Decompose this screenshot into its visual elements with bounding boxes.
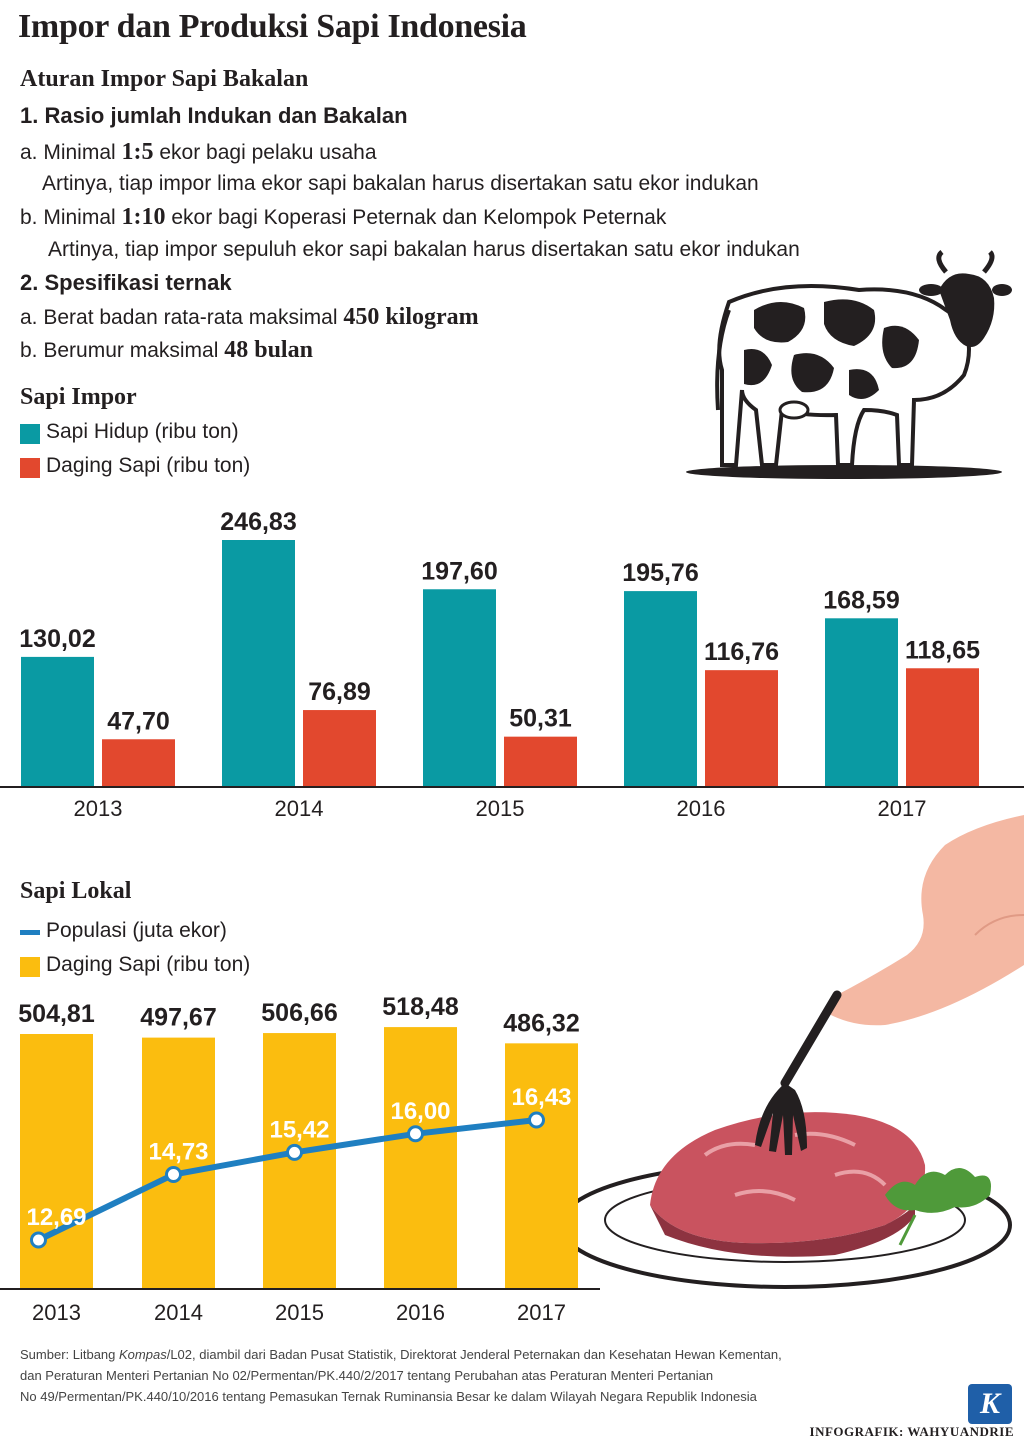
rule-2b-age: 48 bulan <box>224 337 313 363</box>
page-title: Impor dan Produksi Sapi Indonesia <box>18 8 527 45</box>
lokal-chart: 504,81 2013 497,67 2014 506,66 2015 518,48 2016… <box>0 993 600 1325</box>
source-line-2: dan Peraturan Menteri Pertanian No 02/Pe… <box>20 1368 714 1383</box>
lokal-bar-daging-2016 <box>384 1027 457 1289</box>
rule-1b-note: Artinya, tiap impor sepuluh ekor sapi ba… <box>48 238 800 261</box>
legend-swatch-daging-lokal <box>20 957 40 977</box>
rule-2a-weight: 450 kilogram <box>343 304 479 330</box>
impor-label-sapi-hidup-2014: 246,83 <box>220 508 296 536</box>
rule-1b-post: ekor bagi Koperasi Peternak dan Kelompok… <box>165 206 667 229</box>
lokal-year-2014: 2014 <box>154 1300 203 1325</box>
impor-year-2017: 2017 <box>878 796 927 821</box>
legend-swatch-populasi <box>20 930 40 935</box>
impor-chart: 130,02 47,70 2013 246,83 76,89 2014 197,60 50,3… <box>0 508 1024 821</box>
impor-label-daging-2014: 76,89 <box>308 678 371 706</box>
lokal-year-2015: 2015 <box>275 1300 324 1325</box>
impor-label-sapi-hidup-2016: 195,76 <box>622 559 698 587</box>
populasi-point-2015 <box>286 1143 303 1161</box>
impor-label-daging-2015: 50,31 <box>509 705 572 733</box>
source-line-1: Sumber: Litbang Kompas/L02, diambil dari… <box>20 1344 960 1365</box>
lokal-bar-daging-2014 <box>142 1037 215 1289</box>
rule-1a-post: ekor bagi pelaku usaha <box>153 141 377 164</box>
lokal-bar-daging-2013 <box>20 1034 93 1289</box>
impor-label-daging-2017: 118,65 <box>905 636 980 664</box>
rule-1a-pre: a. Minimal <box>20 141 122 164</box>
rule-1a: a. Minimal 1:5 ekor bagi pelaku usaha <box>20 139 377 166</box>
lokal-year-2016: 2016 <box>396 1300 445 1325</box>
lokal-year-2017: 2017 <box>517 1300 566 1325</box>
cow-illustration <box>686 250 1012 479</box>
impor-label-sapi-hidup-2013: 130,02 <box>19 625 95 653</box>
impor-year-2016: 2016 <box>677 796 726 821</box>
populasi-point-2016 <box>407 1125 424 1143</box>
legend-daging-lokal: Daging Sapi (ribu ton) <box>46 953 251 976</box>
impor-bar-sapi-hidup-2015 <box>423 589 496 787</box>
lokal-label-daging-2017: 486,32 <box>503 1009 579 1037</box>
populasi-point-2013 <box>30 1231 47 1249</box>
rule-1b-ratio: 1:10 <box>121 204 166 230</box>
rule-2a: a. Berat badan rata-rata maksimal 450 ki… <box>20 304 479 331</box>
impor-bar-sapi-hidup-2014 <box>222 540 295 787</box>
rule-1b: b. Minimal 1:10 ekor bagi Koperasi Peter… <box>20 204 666 231</box>
impor-bar-daging-2014 <box>303 710 376 787</box>
source-line-1-post: /L02, diambil dari Badan Pusat Statistik… <box>166 1347 782 1362</box>
lokal-bar-daging-2017 <box>505 1043 578 1289</box>
lokal-label-daging-2015: 506,66 <box>261 999 337 1027</box>
lokal-year-2013: 2013 <box>32 1300 81 1325</box>
populasi-label-2016: 16,00 <box>390 1098 450 1125</box>
populasi-label-2013: 12,69 <box>26 1204 86 1231</box>
rule-1-heading: 1. Rasio jumlah Indukan dan Bakalan <box>20 103 408 128</box>
impor-bar-daging-2016 <box>705 670 778 787</box>
impor-year-2013: 2013 <box>74 796 123 821</box>
lokal-label-daging-2014: 497,67 <box>140 1004 216 1032</box>
lokal-label-daging-2013: 504,81 <box>18 1000 95 1028</box>
impor-bar-daging-2013 <box>102 739 175 787</box>
populasi-point-2017 <box>528 1111 545 1129</box>
legend-swatch-daging-impor <box>20 458 40 478</box>
legend-populasi: Populasi (juta ekor) <box>46 919 227 942</box>
lokal-heading: Sapi Lokal <box>20 878 132 904</box>
impor-label-sapi-hidup-2015: 197,60 <box>421 557 497 585</box>
impor-year-2015: 2015 <box>476 796 525 821</box>
source-note: Sumber: Litbang Kompas/L02, diambil dari… <box>20 1344 960 1407</box>
source-line-3: No 49/Permentan/PK.440/10/2016 tentang P… <box>20 1389 757 1404</box>
impor-bar-sapi-hidup-2017 <box>825 618 898 787</box>
impor-label-daging-2013: 47,70 <box>107 707 170 735</box>
populasi-label-2014: 14,73 <box>148 1139 208 1166</box>
impor-year-2014: 2014 <box>275 796 324 821</box>
source-line-1-pre: Sumber: Litbang <box>20 1347 120 1362</box>
rule-2-heading: 2. Spesifikasi ternak <box>20 270 232 295</box>
rule-2b-pre: b. Berumur maksimal <box>20 339 225 362</box>
legend-sapi-hidup: Sapi Hidup (ribu ton) <box>46 420 239 443</box>
rule-1a-ratio: 1:5 <box>121 139 154 165</box>
legend-daging-impor: Daging Sapi (ribu ton) <box>46 454 251 477</box>
rule-2b: b. Berumur maksimal 48 bulan <box>20 337 313 364</box>
rules-heading: Aturan Impor Sapi Bakalan <box>20 66 309 92</box>
lokal-label-daging-2016: 518,48 <box>382 993 459 1021</box>
impor-bar-daging-2017 <box>906 668 979 787</box>
source-line-1-kompas: Kompas <box>119 1347 167 1362</box>
rule-1a-note: Artinya, tiap impor lima ekor sapi bakal… <box>42 172 759 195</box>
impor-bar-sapi-hidup-2013 <box>21 656 94 787</box>
legend-swatch-sapi-hidup <box>20 424 40 444</box>
impor-label-daging-2016: 116,76 <box>704 638 779 666</box>
impor-bar-sapi-hidup-2016 <box>624 591 697 787</box>
credit: INFOGRAFIK: WAHYUANDRIE <box>809 1424 1014 1439</box>
kompas-logo: K <box>968 1384 1012 1424</box>
populasi-point-2014 <box>165 1166 182 1184</box>
rule-2a-pre: a. Berat badan rata-rata maksimal <box>20 306 344 329</box>
impor-label-sapi-hidup-2017: 168,59 <box>823 586 899 614</box>
impor-bar-daging-2015 <box>504 736 577 787</box>
lokal-bar-daging-2015 <box>263 1033 336 1289</box>
populasi-label-2017: 16,43 <box>511 1084 571 1111</box>
impor-heading: Sapi Impor <box>20 384 137 410</box>
rule-1b-pre: b. Minimal <box>20 206 122 229</box>
populasi-label-2015: 15,42 <box>269 1116 329 1143</box>
